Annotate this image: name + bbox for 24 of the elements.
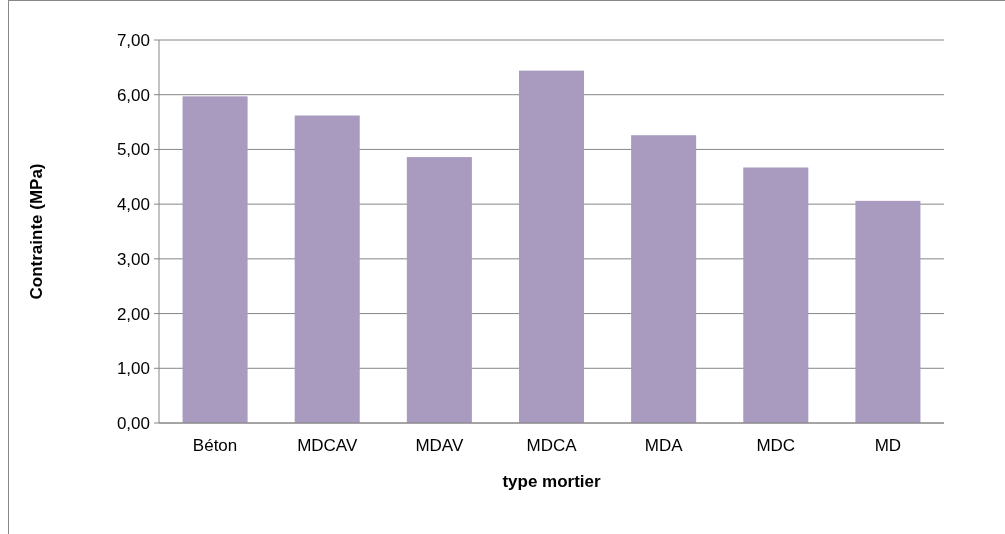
y-tick-label: 4,00 [116, 195, 150, 215]
x-tick-label: MDCA [526, 436, 578, 455]
x-tick-label: MDAV [415, 436, 464, 455]
bar [518, 70, 585, 423]
y-tick-label: 0,00 [116, 413, 150, 433]
bar [294, 115, 360, 423]
x-tick-label: MDCAV [297, 436, 358, 455]
x-axis-title: type mortier [502, 472, 602, 491]
bar [743, 167, 809, 423]
bar [406, 157, 472, 423]
bar [631, 135, 697, 423]
y-tick-label: 6,00 [116, 85, 150, 105]
y-tick-label: 2,00 [116, 304, 150, 324]
x-tick-label: MDC [756, 436, 796, 455]
y-tick-label: 5,00 [116, 140, 150, 160]
bar [855, 200, 921, 423]
y-tick-label: 3,00 [116, 249, 150, 269]
y-axis-title: Contrainte (MPa) [27, 163, 46, 300]
x-tick-label: MD [874, 436, 902, 455]
bar [182, 96, 248, 423]
y-tick-label: 7,00 [116, 30, 150, 50]
x-tick-label: Béton [192, 436, 238, 455]
x-tick-label: MDA [644, 436, 684, 455]
y-tick-label: 1,00 [116, 359, 150, 379]
